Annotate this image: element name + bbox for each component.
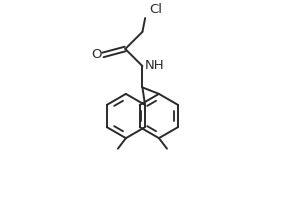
Text: Cl: Cl	[149, 3, 162, 16]
Text: NH: NH	[145, 59, 164, 71]
Text: O: O	[91, 48, 102, 61]
